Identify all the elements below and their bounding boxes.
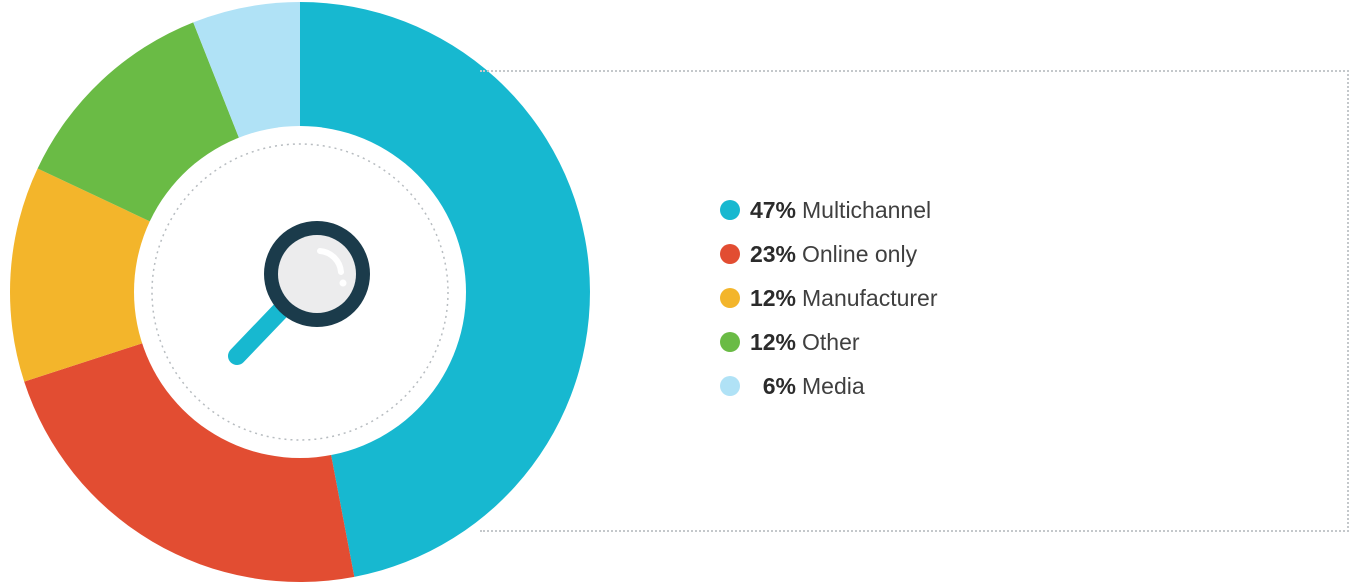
magnifier-handle xyxy=(228,300,291,365)
legend-item-manufacturer: 12% Manufacturer xyxy=(720,278,938,322)
legend-percent: 47% xyxy=(749,197,796,223)
legend-dot xyxy=(720,243,740,264)
magnifier-lens xyxy=(278,235,356,313)
legend-item-online-only: 23% Online only xyxy=(720,234,938,278)
legend-percent: 23% xyxy=(749,241,796,267)
legend-dot xyxy=(720,375,740,396)
legend-box xyxy=(480,70,1349,532)
legend-label: Media xyxy=(802,373,865,399)
legend-item-multichannel: 47% Multichannel xyxy=(720,190,938,234)
legend-dot xyxy=(720,331,740,352)
legend-label: Multichannel xyxy=(802,197,932,223)
legend-label: Online only xyxy=(802,241,918,267)
legend-percent: 6% xyxy=(762,373,796,399)
magnifier-lens-glare xyxy=(317,248,344,275)
magnifier-lens-dot xyxy=(339,279,347,287)
inner-dotted-ring xyxy=(151,143,449,441)
legend-dot xyxy=(720,287,740,308)
donut-chart xyxy=(9,2,590,582)
legend-label: Other xyxy=(802,329,860,355)
legend-label: Manufacturer xyxy=(802,285,938,311)
magnifying-glass-icon xyxy=(228,221,370,365)
legend-percent: 12% xyxy=(749,285,796,311)
chart-legend: 47% Multichannel 23% Online only 12% Manufa… xyxy=(720,190,938,410)
legend-dot xyxy=(720,199,740,220)
legend-item-media: 6% Media xyxy=(720,366,938,410)
legend-item-other: 12% Other xyxy=(720,322,938,366)
legend-percent: 12% xyxy=(749,329,796,355)
